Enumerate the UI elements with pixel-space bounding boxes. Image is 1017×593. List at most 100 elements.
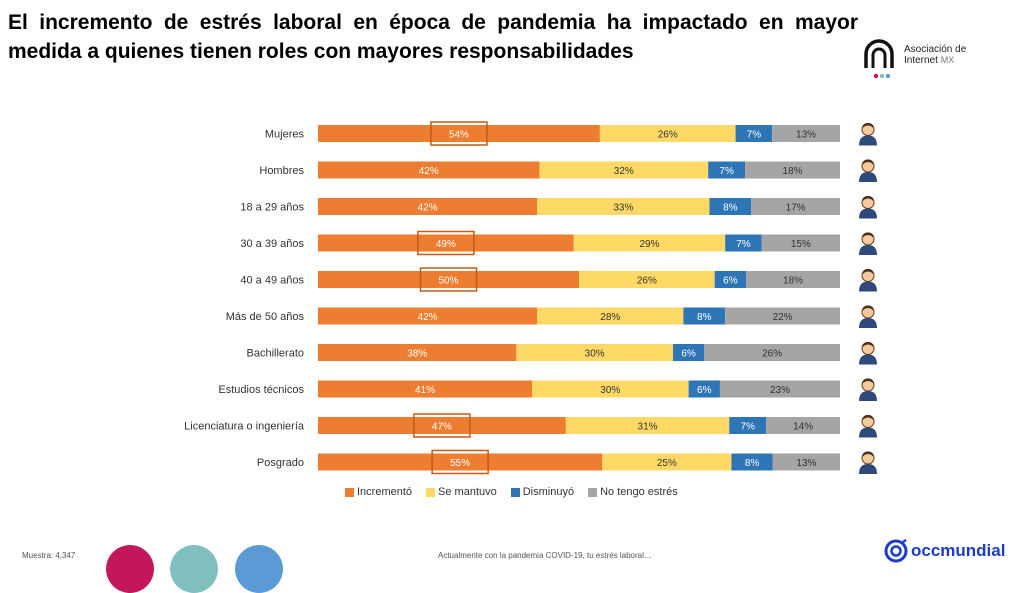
person-icon-bachillerato bbox=[859, 341, 877, 365]
decorative-circle-magenta bbox=[106, 545, 154, 593]
bar-no-tengo-estres-bachillerato bbox=[704, 344, 840, 361]
chart-legend: Incrementó Se mantuvo Disminuyó No tengo es… bbox=[345, 485, 678, 499]
data-label-se-mantuvo-mujeres: 26% bbox=[658, 130, 678, 141]
bar-se-mantuvo-18-a-29-anos bbox=[537, 198, 710, 215]
person-icon-40-a-49-anos bbox=[859, 268, 877, 292]
category-label-hombres: Hombres bbox=[259, 165, 304, 177]
data-label-se-mantuvo-estudios-tecnicos: 30% bbox=[600, 385, 620, 396]
data-label-se-mantuvo-bachillerato: 30% bbox=[585, 349, 605, 360]
bar-incremento-mujeres bbox=[318, 125, 600, 142]
category-label-18-a-29-anos: 18 a 29 años bbox=[240, 202, 304, 214]
legend-item-no-tengo-estres: No tengo estrés bbox=[588, 486, 678, 498]
data-label-disminuyo-mujeres: 7% bbox=[747, 130, 762, 141]
occmundial-logo-text: occmundial bbox=[911, 541, 1006, 560]
data-label-disminuyo-mas-de-50-anos: 8% bbox=[697, 312, 712, 323]
legend-label-no-tengo-estres: No tengo estrés bbox=[600, 486, 678, 498]
bar-disminuyo-bachillerato bbox=[672, 344, 705, 361]
highlight-box-mujeres bbox=[430, 121, 488, 146]
highlight-box-30-a-39-anos bbox=[417, 230, 475, 256]
bar-disminuyo-posgrado bbox=[731, 453, 773, 471]
bar-incremento-40-a-49-anos bbox=[318, 271, 579, 288]
data-label-se-mantuvo-30-a-39-anos: 29% bbox=[639, 239, 659, 250]
data-label-no-tengo-estres-mas-de-50-anos: 22% bbox=[773, 312, 793, 323]
data-label-no-tengo-estres-mujeres: 13% bbox=[796, 130, 816, 141]
bar-no-tengo-estres-hombres bbox=[745, 161, 840, 179]
bar-no-tengo-estres-mas-de-50-anos bbox=[725, 307, 840, 325]
data-label-no-tengo-estres-18-a-29-anos: 17% bbox=[786, 203, 806, 214]
data-label-disminuyo-posgrado: 8% bbox=[745, 458, 760, 469]
legend-label-se-mantuvo: Se mantuvo bbox=[438, 486, 497, 498]
category-label-mas-de-50-anos: Más de 50 años bbox=[226, 311, 305, 323]
data-label-disminuyo-bachillerato: 6% bbox=[681, 349, 696, 360]
bar-no-tengo-estres-18-a-29-anos bbox=[751, 198, 840, 215]
person-icon-mujeres bbox=[859, 122, 877, 146]
legend-item-disminuyo: Disminuyó bbox=[510, 486, 575, 498]
bar-se-mantuvo-posgrado bbox=[602, 453, 732, 471]
bar-no-tengo-estres-30-a-39-anos bbox=[761, 234, 840, 252]
person-icon-18-a-29-anos bbox=[859, 195, 877, 219]
bar-se-mantuvo-mas-de-50-anos bbox=[537, 307, 684, 325]
highlight-box-posgrado bbox=[431, 449, 489, 475]
category-label-40-a-49-anos: 40 a 49 años bbox=[240, 275, 304, 287]
bar-incremento-estudios-tecnicos bbox=[318, 380, 533, 398]
data-label-no-tengo-estres-estudios-tecnicos: 23% bbox=[770, 385, 790, 396]
category-label-mujeres: Mujeres bbox=[265, 129, 305, 141]
chart-title: El incremento de estrés laboral en época… bbox=[8, 11, 858, 63]
amx-logo-text: Asociación de Internet MX bbox=[904, 44, 967, 66]
person-icon-licenciatura-o-ingenieria bbox=[859, 414, 877, 438]
legend-label-incremento: Incrementó bbox=[357, 486, 413, 498]
occmundial-logo-icon bbox=[884, 539, 908, 563]
decorative-circle-teal bbox=[170, 545, 218, 593]
data-label-incremento-mas-de-50-anos: 42% bbox=[418, 312, 438, 323]
legend-label-disminuyo: Disminuyó bbox=[522, 486, 575, 498]
person-icon-mas-de-50-anos bbox=[859, 305, 877, 328]
legend-swatch-incremento bbox=[345, 487, 354, 497]
person-icon-posgrado bbox=[859, 451, 877, 474]
legend-item-se-mantuvo: Se mantuvo bbox=[426, 486, 497, 498]
data-label-se-mantuvo-licenciatura-o-ingenieria: 31% bbox=[638, 422, 658, 433]
legend-item-incremento: Incrementó bbox=[345, 486, 412, 498]
bar-disminuyo-18-a-29-anos bbox=[709, 198, 752, 215]
bar-se-mantuvo-30-a-39-anos bbox=[573, 234, 726, 252]
bar-disminuyo-30-a-39-anos bbox=[725, 234, 762, 252]
legend-swatch-no-tengo-estres bbox=[588, 487, 598, 497]
bar-se-mantuvo-mujeres bbox=[599, 125, 736, 142]
survey-question: Actualmente con la pandemia COVID-19, tu… bbox=[438, 551, 652, 560]
category-label-bachillerato: Bachillerato bbox=[247, 348, 304, 360]
data-label-no-tengo-estres-licenciatura-o-ingenieria: 14% bbox=[793, 422, 813, 433]
person-icon-estudios-tecnicos bbox=[859, 378, 877, 401]
bar-se-mantuvo-licenciatura-o-ingenieria bbox=[565, 417, 730, 434]
bar-disminuyo-mujeres bbox=[735, 125, 773, 142]
stacked-bar-chart: Mujeres 54% 26% 7% 13% Hombres 42% 32% 7% 18% 18 a… bbox=[184, 121, 877, 475]
category-label-posgrado: Posgrado bbox=[257, 457, 304, 469]
data-label-no-tengo-estres-40-a-49-anos: 18% bbox=[783, 276, 803, 287]
bar-no-tengo-estres-40-a-49-anos bbox=[746, 271, 840, 288]
person-icon-hombres bbox=[859, 159, 877, 182]
data-label-incremento-posgrado: 55% bbox=[450, 458, 470, 469]
data-label-disminuyo-hombres: 7% bbox=[719, 166, 734, 177]
occmundial-logo: occmundial bbox=[884, 539, 1005, 563]
data-label-incremento-40-a-49-anos: 50% bbox=[438, 276, 458, 287]
data-label-no-tengo-estres-hombres: 18% bbox=[783, 166, 803, 177]
bar-disminuyo-estudios-tecnicos bbox=[688, 380, 720, 398]
asociacion-internet-logo: Asociación de Internet MX bbox=[858, 38, 1008, 82]
data-label-se-mantuvo-hombres: 32% bbox=[614, 166, 634, 177]
category-label-30-a-39-anos: 30 a 39 años bbox=[240, 238, 304, 250]
amx-logo-icon bbox=[864, 39, 894, 79]
data-label-se-mantuvo-40-a-49-anos: 26% bbox=[637, 276, 657, 287]
bar-incremento-hombres bbox=[318, 161, 540, 179]
highlight-box-40-a-49-anos bbox=[419, 267, 478, 292]
data-label-se-mantuvo-mas-de-50-anos: 28% bbox=[600, 312, 620, 323]
bar-se-mantuvo-bachillerato bbox=[516, 344, 673, 361]
data-label-incremento-18-a-29-anos: 42% bbox=[418, 203, 438, 214]
bar-se-mantuvo-estudios-tecnicos bbox=[532, 380, 689, 398]
bar-no-tengo-estres-estudios-tecnicos bbox=[719, 380, 840, 398]
bar-no-tengo-estres-mujeres bbox=[772, 125, 840, 142]
data-label-se-mantuvo-18-a-29-anos: 33% bbox=[613, 203, 633, 214]
legend-swatch-se-mantuvo bbox=[426, 487, 436, 497]
data-label-no-tengo-estres-bachillerato: 26% bbox=[762, 349, 782, 360]
bar-disminuyo-40-a-49-anos bbox=[714, 271, 747, 288]
data-label-incremento-hombres: 42% bbox=[419, 166, 439, 177]
sample-size: Muestra: 4,347 bbox=[22, 551, 76, 560]
data-label-se-mantuvo-posgrado: 25% bbox=[657, 458, 677, 469]
